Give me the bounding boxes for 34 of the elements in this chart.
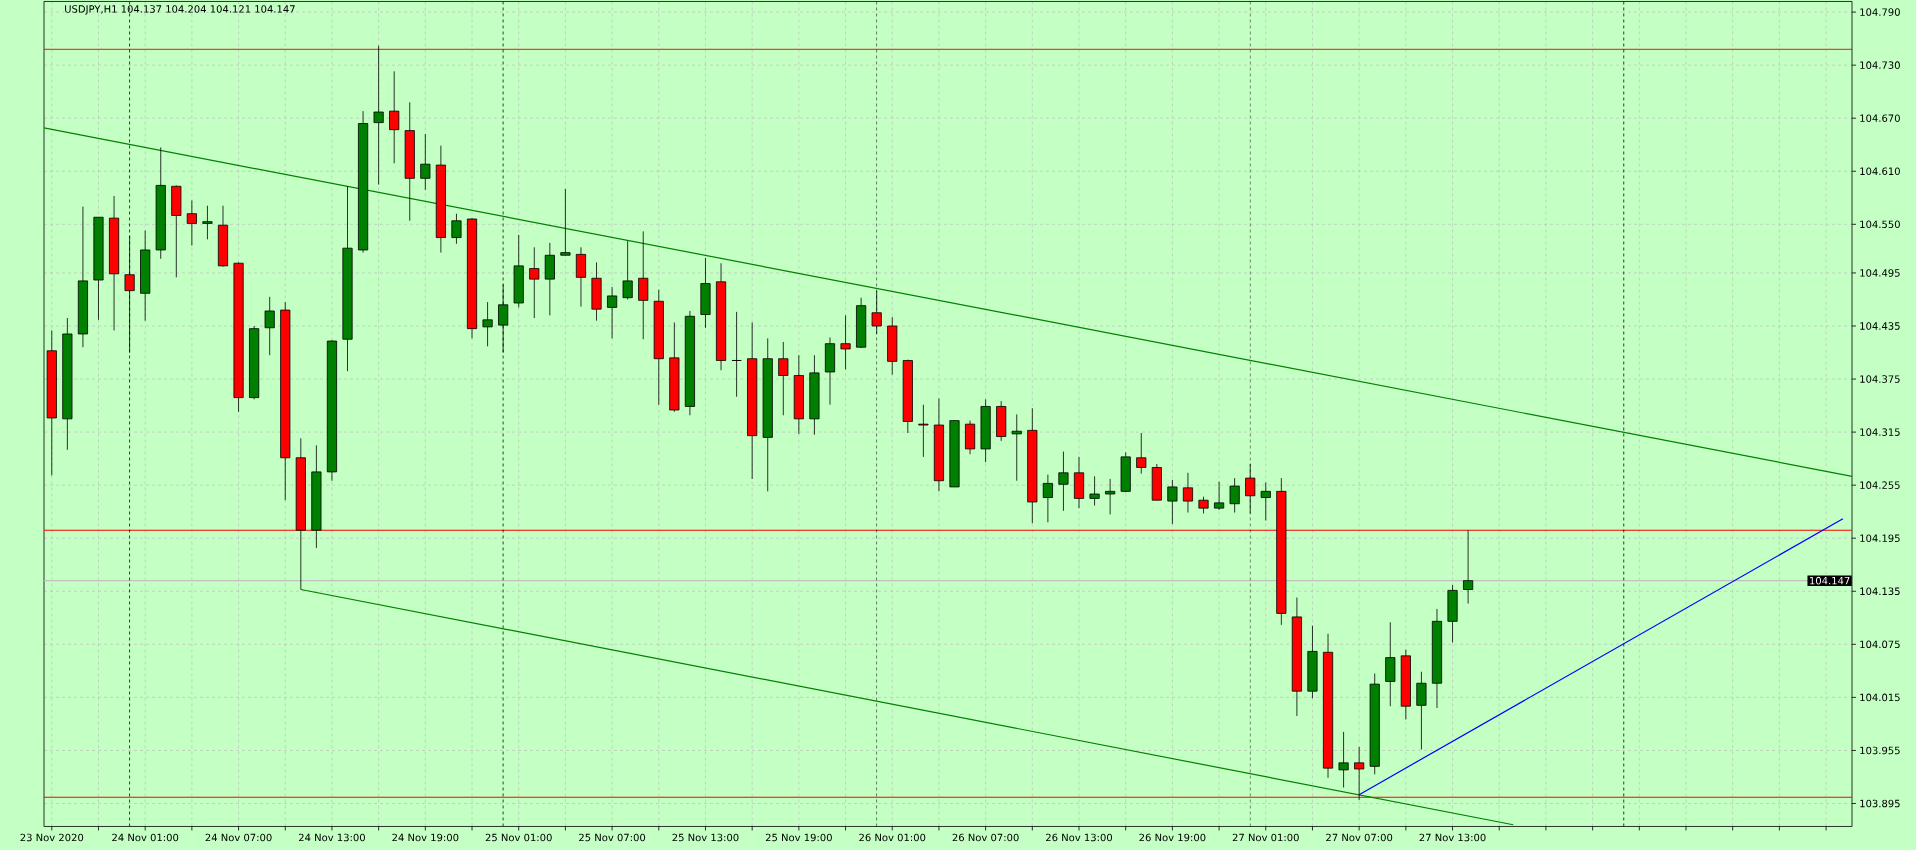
x-tick-label: 25 Nov 19:00 bbox=[765, 833, 832, 842]
y-tick-label: 104.495 bbox=[1860, 269, 1900, 277]
x-tick-label: 27 Nov 01:00 bbox=[1232, 833, 1299, 842]
y-tick-label: 103.955 bbox=[1860, 746, 1900, 755]
x-tick-label: 27 Nov 13:00 bbox=[1419, 833, 1486, 842]
x-tick-label: 27 Nov 07:00 bbox=[1326, 833, 1393, 842]
x-tick-label: 26 Nov 19:00 bbox=[1139, 833, 1206, 842]
y-tick-label: 104.375 bbox=[1860, 375, 1900, 383]
x-tick-label: 24 Nov 19:00 bbox=[392, 833, 459, 842]
y-tick-label: 104.315 bbox=[1860, 428, 1900, 436]
y-tick-label: 104.135 bbox=[1860, 587, 1900, 596]
y-tick-label: 104.435 bbox=[1860, 322, 1900, 330]
y-tick-label: 104.610 bbox=[1860, 167, 1900, 176]
chart-title: USDJPY,H1 104.137 104.204 104.121 104.147 bbox=[65, 5, 295, 15]
x-tick-label: 24 Nov 01:00 bbox=[112, 833, 179, 842]
x-tick-label: 24 Nov 13:00 bbox=[298, 833, 365, 842]
y-tick-label: 104.015 bbox=[1860, 693, 1900, 702]
x-tick-label: 25 Nov 01:00 bbox=[485, 833, 552, 842]
y-tick-label: 104.195 bbox=[1860, 534, 1900, 542]
x-tick-label: 25 Nov 07:00 bbox=[579, 833, 646, 842]
x-tick-label: 26 Nov 01:00 bbox=[859, 833, 926, 842]
y-tick-label: 104.730 bbox=[1860, 61, 1900, 69]
x-tick-label: 23 Nov 2020 bbox=[20, 833, 84, 842]
y-tick-label: 104.790 bbox=[1860, 8, 1900, 16]
y-tick-label: 104.670 bbox=[1860, 114, 1900, 122]
x-tick-label: 26 Nov 13:00 bbox=[1046, 833, 1113, 842]
x-tick-label: 26 Nov 07:00 bbox=[952, 833, 1019, 842]
y-tick-label: 104.550 bbox=[1860, 220, 1900, 229]
y-tick-label: 104.255 bbox=[1860, 481, 1900, 489]
y-tick-label: 104.075 bbox=[1860, 640, 1900, 649]
x-tick-label: 25 Nov 13:00 bbox=[672, 833, 739, 842]
y-tick-label: 103.895 bbox=[1860, 799, 1900, 808]
ref-line-label: 104.147 bbox=[1810, 576, 1850, 585]
x-tick-label: 24 Nov 07:00 bbox=[205, 833, 272, 842]
